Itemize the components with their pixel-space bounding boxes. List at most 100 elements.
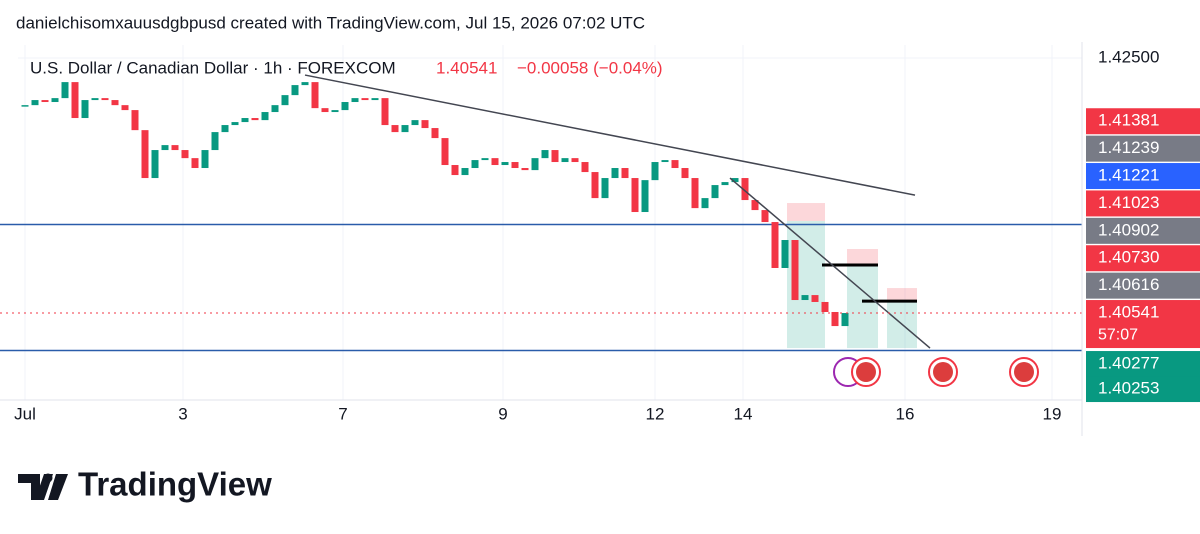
brand: TradingView: [78, 466, 272, 503]
candle: [361, 98, 369, 101]
candle: [91, 98, 99, 101]
price-tag: [1086, 108, 1200, 135]
candle: [711, 185, 719, 199]
candle: [581, 162, 589, 173]
price-tag: [1086, 300, 1200, 349]
candle: [101, 98, 109, 101]
candle: [221, 125, 229, 133]
candle: [191, 158, 199, 169]
candle: [731, 178, 739, 183]
price-tag-label: 1.41381: [1098, 111, 1159, 130]
x-tick-label: 14: [734, 404, 753, 423]
candle: [831, 311, 839, 327]
candle: [661, 160, 669, 163]
candle: [791, 240, 799, 301]
event-flag: [1014, 362, 1034, 382]
x-tick-label: 19: [1043, 404, 1062, 423]
candle: [491, 158, 499, 166]
candle: [481, 158, 489, 161]
candle: [681, 168, 689, 179]
price-tag: [1086, 376, 1200, 403]
candle: [771, 222, 779, 268]
x-tick-label: 9: [498, 404, 507, 423]
candle: [741, 178, 749, 201]
countdown: 57:07: [1098, 326, 1138, 343]
candle: [621, 168, 629, 179]
candle: [451, 165, 459, 176]
price-tag-label: 1.41239: [1098, 138, 1159, 157]
candle: [811, 295, 819, 302]
candle: [211, 132, 219, 151]
candle: [291, 85, 299, 96]
x-tick-label: 3: [178, 404, 187, 423]
candle: [381, 98, 389, 126]
candle: [751, 200, 759, 211]
candle: [351, 98, 359, 103]
candle: [541, 150, 549, 159]
y-tick-label: 1.42500: [1098, 48, 1159, 67]
attribution: danielchisomxauusdgbpusd created with Tr…: [16, 13, 645, 32]
price-tag-label: 1.40902: [1098, 220, 1159, 239]
candle: [61, 82, 69, 99]
event-flag: [856, 362, 876, 382]
candle: [111, 100, 119, 106]
candle: [781, 240, 789, 268]
change: −0.00058 (−0.04%): [517, 58, 663, 77]
candle: [521, 168, 529, 171]
price-tag-label: 1.40730: [1098, 248, 1159, 267]
price-tag: [1086, 272, 1200, 299]
candle: [331, 110, 339, 113]
candle: [71, 82, 79, 119]
brand-logo: [18, 473, 68, 500]
candle: [821, 301, 829, 312]
candle: [251, 118, 259, 121]
candle: [431, 128, 439, 139]
candle: [281, 95, 289, 106]
candle: [401, 125, 409, 133]
candle: [591, 172, 599, 199]
candle: [161, 145, 169, 151]
candle: [21, 105, 29, 107]
event-flag: [933, 362, 953, 382]
stop-zone: [787, 203, 825, 222]
x-tick-label: 12: [646, 404, 665, 423]
candle: [631, 178, 639, 213]
price-tag-label: 1.40541: [1098, 303, 1159, 322]
price-tag-label: 1.41023: [1098, 193, 1159, 212]
candle: [311, 82, 319, 109]
x-tick-label: 16: [896, 404, 915, 423]
candle: [691, 178, 699, 209]
candle: [511, 162, 519, 169]
candle: [201, 150, 209, 169]
candle: [701, 198, 709, 209]
candle: [421, 120, 429, 129]
chart-title: U.S. Dollar / Canadian Dollar · 1h · FOR…: [30, 58, 396, 77]
price-tag: [1086, 351, 1200, 378]
price-tag-label: 1.40253: [1098, 379, 1159, 398]
candle: [341, 102, 349, 111]
candle: [531, 158, 539, 171]
trendline: [729, 177, 931, 349]
candle: [551, 150, 559, 163]
price-tag-label: 1.40277: [1098, 354, 1159, 373]
price-tag: [1086, 217, 1200, 244]
candle: [261, 112, 269, 121]
price-tag: [1086, 190, 1200, 217]
candle: [171, 145, 179, 151]
candle: [651, 162, 659, 181]
candle: [641, 180, 649, 213]
candle: [441, 138, 449, 166]
candle: [371, 98, 379, 101]
candle: [601, 178, 609, 199]
candle: [151, 150, 159, 179]
candle: [31, 100, 39, 106]
candle: [241, 118, 249, 123]
price-tag: [1086, 163, 1200, 190]
candle: [81, 100, 89, 119]
candle: [321, 108, 329, 113]
price-tag-label: 1.40616: [1098, 275, 1159, 294]
price-tag: [1086, 245, 1200, 272]
candle: [671, 160, 679, 169]
candle: [411, 120, 419, 126]
